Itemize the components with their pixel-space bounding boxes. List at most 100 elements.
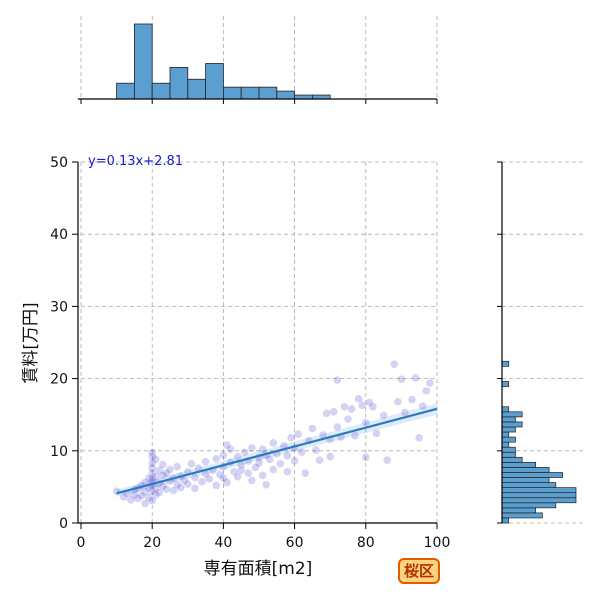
scatter-point [415, 434, 424, 442]
scatter-point [237, 466, 245, 475]
marginal-y-bar [501, 451, 516, 458]
y-axis-label: 賃料[万円] [21, 302, 41, 383]
marginal-x-bar [133, 23, 153, 100]
x-tick-label: 60 [286, 535, 304, 551]
scatter-point [194, 464, 203, 472]
marginal-y-bar [501, 421, 523, 428]
marginal-x-bar [116, 82, 135, 100]
marginal-x-bar [258, 86, 278, 100]
marginal-x-bar [187, 78, 207, 100]
y-tick-label: 0 [59, 516, 68, 532]
scatter-point [354, 395, 363, 403]
scatter-point [369, 402, 377, 411]
scatter-point [351, 431, 359, 440]
scatter-point [162, 485, 171, 493]
scatter-point [184, 480, 192, 488]
scatter-point [219, 451, 228, 459]
marginal-y-bar [501, 456, 523, 463]
marginal-x-bar [151, 82, 171, 100]
regression-line-group [116, 407, 438, 495]
scatter-point [383, 456, 391, 464]
scatter-point [191, 484, 199, 493]
scatter-point [362, 418, 370, 427]
scatter-point [144, 493, 153, 502]
scatter-point [248, 476, 256, 485]
scatter-point [151, 484, 160, 493]
scatter-point [173, 462, 181, 471]
scatter-point [244, 469, 253, 477]
marginal-y-bar [501, 497, 577, 504]
scatter-point [169, 486, 178, 495]
marginal-x-bar [276, 90, 295, 100]
scatter-point [148, 496, 156, 505]
scatter-point [258, 445, 267, 454]
tick-labels: 0 10 20 30 40 50 0 20 40 60 80 100 [50, 155, 450, 551]
scatter-point [418, 402, 427, 410]
scatter-point [248, 444, 256, 452]
scatter-point [176, 483, 185, 492]
y-tick-label: 10 [50, 444, 68, 460]
marginal-y-bar [501, 482, 557, 488]
scatter-point [119, 493, 128, 501]
marginal-x-bar [205, 63, 224, 100]
regression-equation: y=0.13x+2.81 [88, 154, 183, 169]
scatter-point [312, 446, 320, 454]
marginal-x-bar [240, 86, 260, 100]
scatter-point [372, 429, 381, 438]
marginal-y-bar [501, 467, 550, 473]
scatter-point [148, 487, 156, 496]
marginal-y-bar [501, 512, 543, 519]
scatter-point [379, 411, 388, 420]
scatter-point [255, 459, 263, 467]
scatter-point [223, 478, 231, 487]
marginal-y-bar [501, 431, 510, 438]
scatter-point [294, 430, 302, 438]
scatter-point [141, 488, 149, 496]
scatter-point [148, 464, 156, 472]
regression-line [116, 407, 438, 495]
scatter-point [148, 452, 156, 461]
marginal-y-histogram [497, 161, 577, 524]
marginal-y-bar [501, 446, 516, 453]
y-tick-label: 50 [50, 155, 68, 171]
scatter-point [322, 409, 331, 418]
y-tick-label: 20 [50, 372, 68, 388]
scatter-point [283, 467, 292, 476]
scatter-point [112, 487, 121, 496]
scatter-point [141, 499, 149, 508]
marginal-y-bar [501, 426, 516, 433]
scatter-point [230, 467, 238, 476]
scatter-point [233, 452, 242, 461]
x-tick-label: 100 [424, 535, 451, 551]
scatter-point [240, 448, 249, 457]
scatter-point [148, 448, 156, 457]
scatter-point [394, 397, 402, 406]
scatter-point [315, 456, 324, 464]
scatter-point [340, 402, 349, 411]
scatter-point [173, 480, 181, 489]
scatter-point [216, 470, 224, 479]
marginal-y-bar [501, 441, 510, 448]
scatter-point [301, 469, 310, 477]
scatter-point [362, 453, 370, 462]
marginal-y-bar [501, 507, 536, 514]
scatter-points [112, 360, 434, 508]
scatter-point [155, 488, 164, 497]
scatter-point [326, 452, 335, 461]
marginal-y-bar [501, 517, 510, 524]
marginal-x-bar [169, 67, 189, 100]
scatter-point [365, 398, 374, 407]
scatter-point [212, 481, 221, 490]
scatter-point [134, 494, 142, 503]
marginal-y-bar [501, 360, 510, 367]
marginal-y-bar [501, 381, 510, 387]
scatter-point [276, 459, 285, 468]
x-axis-label: 専有面積[m2] [204, 559, 313, 579]
scatter-point [237, 460, 245, 469]
scatter-point [159, 482, 167, 490]
scatter-point [258, 471, 267, 480]
scatter-point [297, 448, 306, 457]
scatter-point [401, 408, 409, 417]
scatter-point [180, 476, 189, 485]
scatter-point [347, 405, 356, 413]
